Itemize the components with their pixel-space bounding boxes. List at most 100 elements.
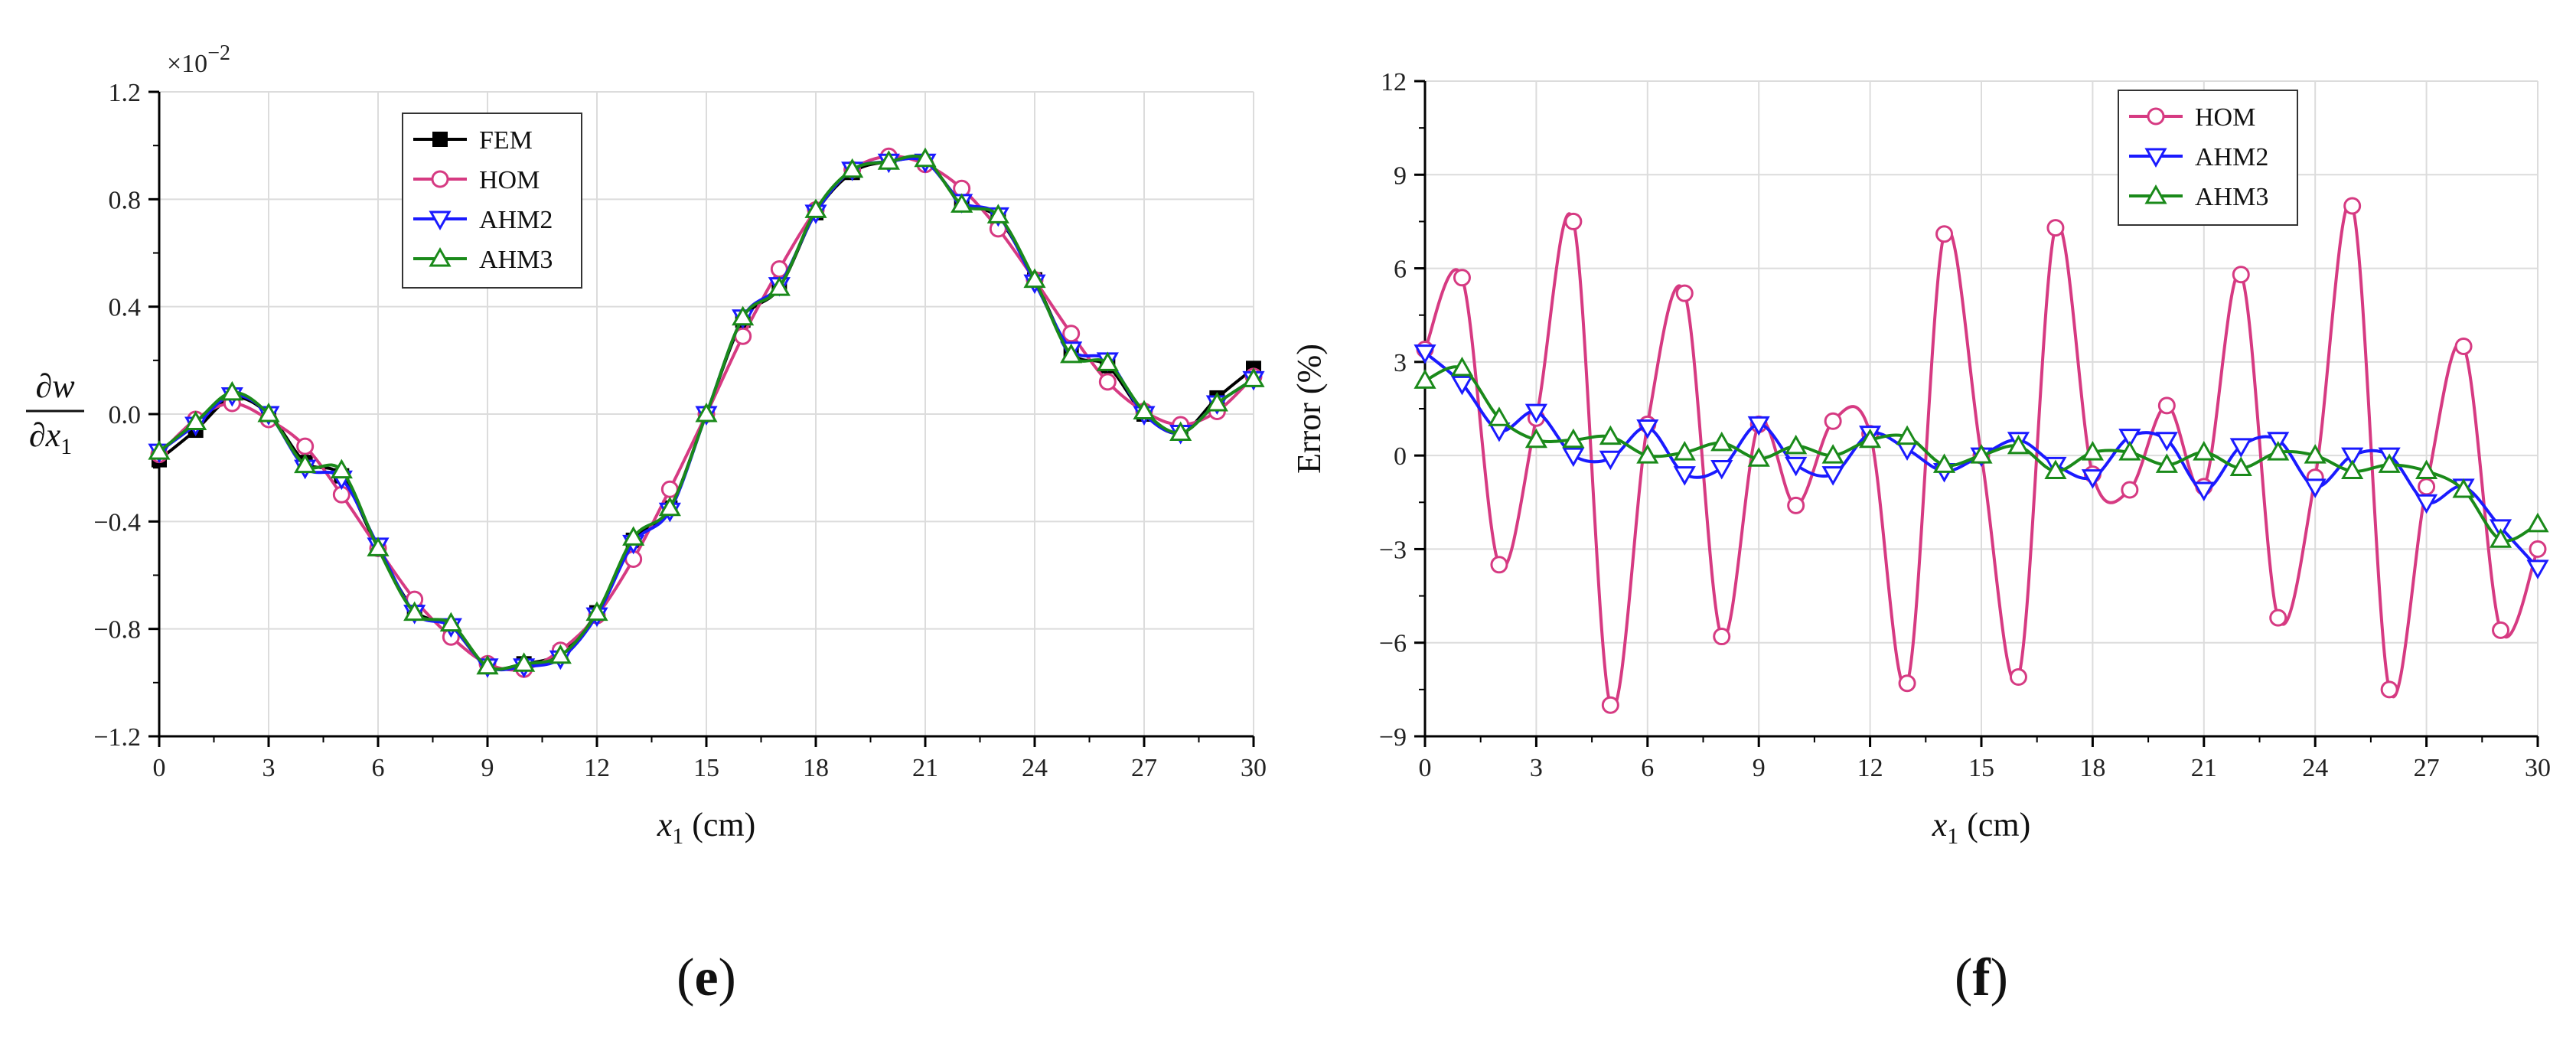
legend: HOM AHM2 AHM3 — [2118, 90, 2298, 226]
data-point-ahm3 — [1599, 425, 1622, 445]
data-point-hom — [2380, 680, 2398, 699]
x-tick-label: 24 — [2302, 754, 2328, 782]
series-ahm3 — [1414, 356, 2549, 548]
legend-marker-ahm2 — [2144, 148, 2167, 168]
panel-label: (f) — [1955, 948, 2008, 1007]
x-tick-label: 30 — [2525, 754, 2551, 782]
legend-marker-fem — [432, 132, 448, 147]
x-tick-label: 15 — [1968, 754, 1994, 782]
data-point-ahm2 — [1785, 456, 1808, 477]
data-point-ahm3 — [1896, 425, 1919, 445]
y-tick-label: −0.4 — [93, 508, 141, 537]
data-point-ahm2 — [2304, 478, 2327, 498]
data-point-ahm3 — [1205, 391, 1228, 412]
data-point-hom — [1564, 212, 1583, 230]
x-axis-label-unit: (cm) — [683, 806, 755, 843]
x-tick-label: 27 — [2414, 754, 2440, 782]
data-point-hom — [2046, 219, 2065, 237]
x-axis-label: x1 (cm) — [1932, 806, 2031, 849]
panel-letter: f — [1972, 948, 1991, 1007]
data-point-ahm3 — [732, 305, 755, 326]
data-point-ahm3 — [1060, 343, 1083, 364]
data-point-hom — [1824, 412, 1842, 430]
data-point-hom — [1713, 628, 1731, 646]
data-point-hom — [2492, 621, 2510, 639]
x-tick-label: 3 — [262, 754, 276, 782]
panel-label: (e) — [677, 948, 736, 1007]
y-tick-label: −3 — [1379, 536, 1407, 564]
data-point-hom — [2529, 540, 2547, 558]
data-point-hom — [2232, 266, 2250, 284]
x-axis-label-unit: (cm) — [1958, 806, 2030, 843]
y-tick-label: 0.0 — [109, 401, 142, 429]
data-point-ahm3 — [2415, 459, 2438, 480]
data-point-ahm3 — [695, 402, 718, 422]
data-point-ahm3 — [2081, 441, 2104, 461]
legend-marker-ahm3 — [429, 246, 452, 267]
legend-marker-ahm3 — [2144, 184, 2167, 204]
data-point-ahm3 — [2267, 441, 2290, 461]
x-tick-label: 12 — [584, 754, 610, 782]
data-point-ahm2 — [2081, 469, 2104, 489]
chart-f: 0 3 6 9 12 15 18 21 24 27 30 −9 −6 −3 0 3 6 9 12 x1 (cm) Err… — [1290, 68, 2551, 1007]
series-ahm3 — [148, 147, 1265, 675]
data-point-ahm3 — [1636, 444, 1659, 464]
y-axis-label-den-sub: 1 — [60, 434, 72, 459]
data-point-ahm3 — [2489, 528, 2512, 548]
x-axis-label: x1 (cm) — [657, 806, 756, 849]
data-point-ahm2 — [1524, 403, 1547, 424]
data-point-ahm2 — [2341, 447, 2364, 468]
data-point-hom — [1098, 373, 1117, 391]
data-point-ahm3 — [2155, 453, 2178, 473]
data-point-ahm2 — [1599, 450, 1622, 471]
data-point-ahm2 — [2155, 432, 2178, 452]
data-point-ahm3 — [2526, 512, 2549, 533]
data-point-ahm3 — [1169, 421, 1192, 442]
data-point-hom — [2157, 396, 2176, 415]
legend: FEM HOM AHM2 AHM3 — [402, 113, 582, 289]
data-point-hom — [2269, 608, 2287, 627]
data-point-ahm3 — [986, 204, 1009, 223]
data-point-hom — [2121, 481, 2139, 499]
legend-label-hom: HOM — [479, 166, 540, 194]
data-point-hom — [1898, 674, 1916, 693]
legend-label-ahm2: AHM2 — [479, 206, 553, 234]
x-tick-label: 18 — [2079, 754, 2105, 782]
y-tick-label: −6 — [1379, 630, 1407, 658]
data-point-hom — [2454, 337, 2473, 355]
data-point-ahm3 — [622, 526, 645, 546]
x-tick-label: 9 — [1753, 754, 1766, 782]
x-tick-label: 6 — [1641, 754, 1654, 782]
data-point-ahm3 — [549, 644, 572, 664]
data-point-ahm2 — [1450, 375, 1474, 396]
data-point-ahm3 — [768, 276, 791, 296]
legend-label-fem: FEM — [479, 126, 533, 155]
y-tick-label: 0 — [1394, 442, 1407, 471]
data-point-ahm3 — [658, 496, 681, 517]
data-point-ahm3 — [2341, 459, 2364, 480]
data-point-ahm3 — [1970, 444, 1993, 464]
legend-marker-ahm2 — [429, 210, 452, 231]
data-point-ahm3 — [1932, 453, 1956, 473]
data-point-hom — [1601, 696, 1619, 714]
data-point-ahm3 — [951, 193, 973, 213]
data-point-hom — [1062, 325, 1081, 343]
data-point-ahm3 — [1096, 351, 1119, 371]
panel-paren-close: ) — [719, 948, 736, 1007]
data-point-ahm3 — [367, 537, 390, 556]
x-tick-label: 30 — [1241, 754, 1267, 782]
x-tick-label: 0 — [1419, 754, 1432, 782]
data-point-ahm2 — [1821, 466, 1844, 486]
legend-label-ahm3: AHM3 — [479, 246, 553, 274]
exponent-base: ×10 — [167, 50, 207, 78]
chart-e: 0 3 6 9 12 15 18 21 24 27 30 −1.2 −0.8 −0.4 0.0 0.4 0.8 1… — [26, 41, 1267, 1007]
legend-label-ahm2: AHM2 — [2195, 143, 2268, 171]
data-point-ahm2 — [1747, 416, 1770, 436]
data-point-ahm3 — [1023, 268, 1046, 289]
data-point-ahm3 — [220, 380, 243, 401]
data-point-hom — [2343, 197, 2362, 215]
data-point-ahm3 — [2193, 441, 2216, 461]
data-point-ahm3 — [804, 198, 827, 218]
data-point-ahm3 — [1562, 428, 1585, 449]
